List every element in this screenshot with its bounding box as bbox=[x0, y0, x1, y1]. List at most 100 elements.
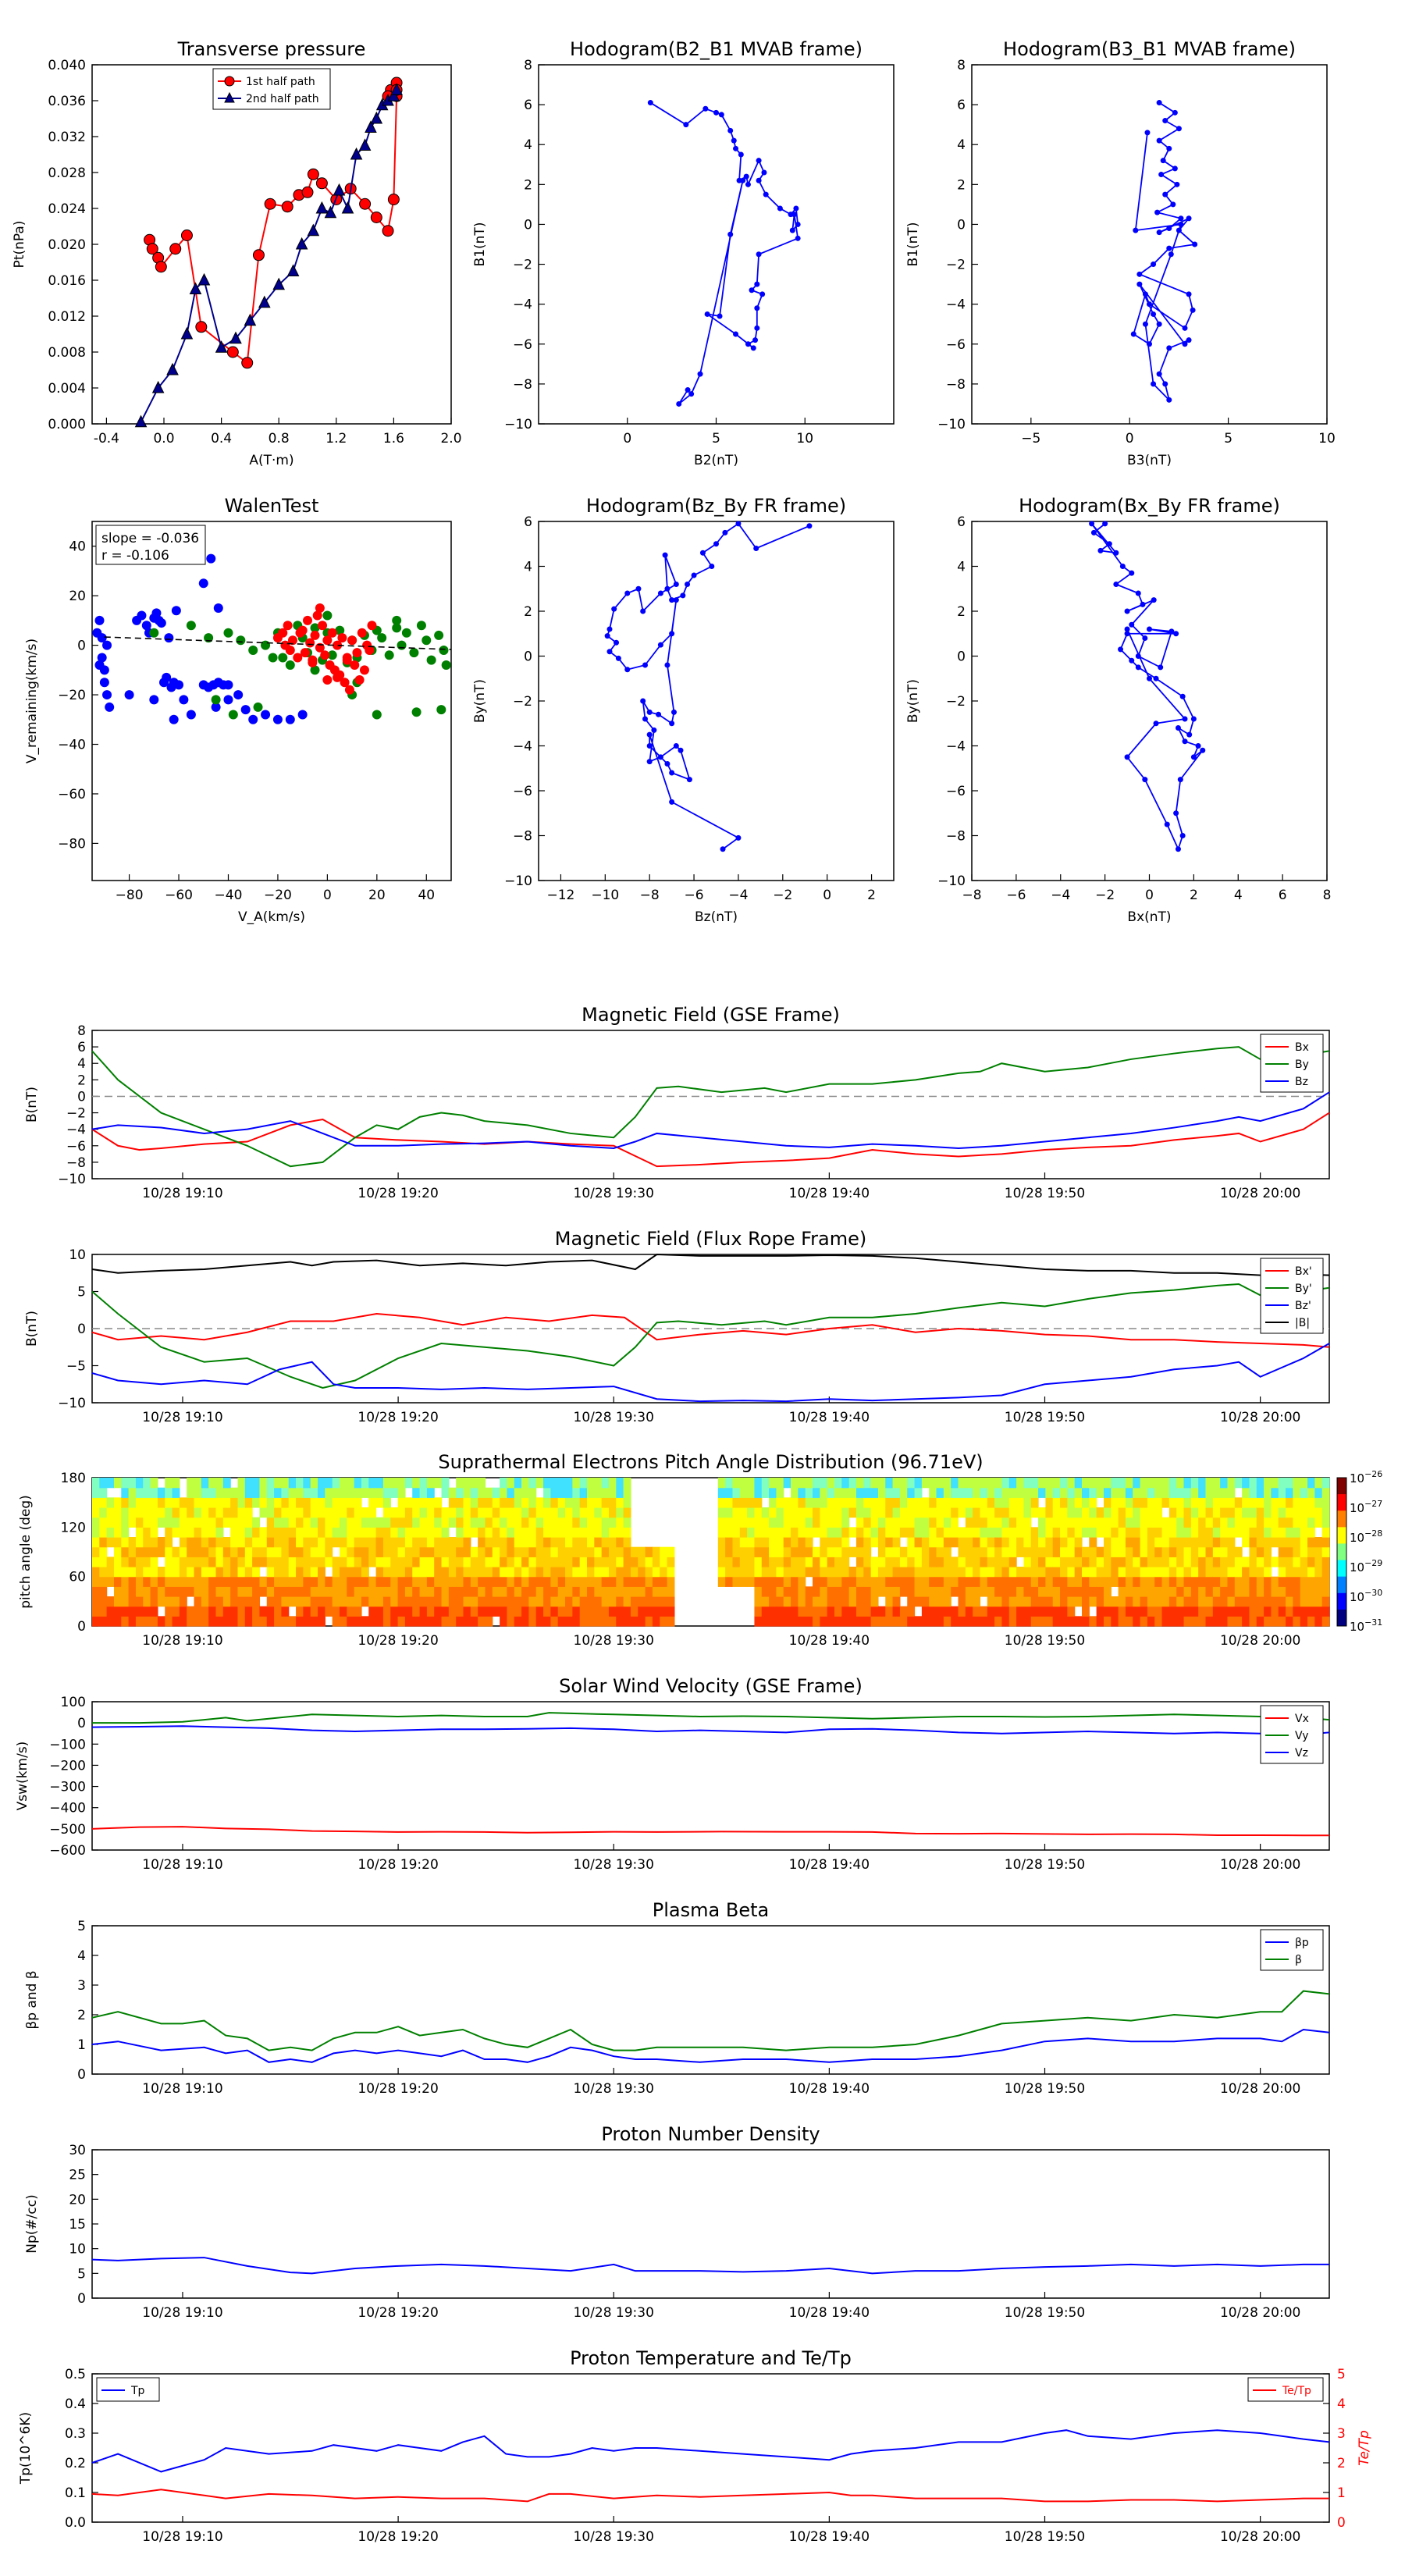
vsw-ytick-label: −300 bbox=[49, 1780, 86, 1795]
h3-point bbox=[642, 662, 648, 668]
walen-point bbox=[149, 628, 159, 638]
walen-xtick-label: −20 bbox=[264, 888, 292, 903]
walen-point bbox=[352, 648, 362, 658]
h3-point bbox=[662, 552, 668, 558]
pt-ytick-label: 0.000 bbox=[48, 417, 86, 432]
bgse-ytick-label: 0 bbox=[77, 1089, 86, 1105]
tp-legend: Te/Tp bbox=[1247, 2377, 1324, 2402]
h4-point bbox=[1164, 821, 1170, 827]
h4-point bbox=[1097, 547, 1104, 553]
pt-point bbox=[272, 277, 286, 290]
np-ytick-label: 0 bbox=[77, 2291, 86, 2307]
h2-point bbox=[1156, 137, 1162, 144]
h1-ytick-label: −2 bbox=[513, 258, 532, 273]
tp-series-line bbox=[91, 2429, 1330, 2473]
walen-point bbox=[268, 653, 278, 663]
h3-point bbox=[685, 582, 691, 587]
h2-point bbox=[1166, 397, 1172, 403]
h1-point bbox=[763, 191, 769, 197]
h2-ytick-label: −2 bbox=[946, 258, 966, 273]
walen-panel: WalenTest −80 −60 −40 −20 0 20 40 −80 −60 −40 −20 0 2… bbox=[24, 495, 452, 925]
h1-point bbox=[789, 227, 795, 233]
h3-point bbox=[646, 731, 653, 738]
np-xtick-label: 10/28 19:30 bbox=[574, 2305, 654, 2321]
h1-point bbox=[718, 112, 724, 118]
bgse-ytick-label: 6 bbox=[77, 1040, 86, 1055]
bfr-legend-label: Bx' bbox=[1295, 1265, 1312, 1278]
h4-frame bbox=[971, 521, 1328, 881]
h4-point bbox=[1118, 646, 1124, 653]
bgse-ylabel: B(nT) bbox=[24, 1087, 40, 1123]
h1-point bbox=[756, 158, 762, 164]
walen-point bbox=[137, 610, 147, 621]
h2-point bbox=[1147, 301, 1152, 308]
h2-point bbox=[1186, 291, 1192, 297]
h1-point bbox=[727, 127, 734, 133]
beta-xtick-label: 10/28 19:30 bbox=[574, 2081, 654, 2097]
h2-point bbox=[1156, 321, 1162, 327]
walen-point bbox=[213, 603, 223, 614]
np-xtick-label: 10/28 19:50 bbox=[1005, 2305, 1085, 2321]
h4-xtick-label: 8 bbox=[1323, 888, 1332, 903]
pt-point bbox=[370, 212, 382, 223]
h2-point bbox=[1170, 201, 1176, 208]
walen-point bbox=[149, 695, 159, 705]
h2-point bbox=[1151, 381, 1157, 387]
h2-point bbox=[1172, 109, 1178, 116]
h2-ytick-label: 8 bbox=[957, 58, 966, 73]
np-ytick-label: 15 bbox=[69, 2217, 86, 2233]
pt-legend-label: 2nd half path bbox=[246, 93, 319, 105]
bgse-ytick-label: 2 bbox=[77, 1073, 86, 1088]
pt-point bbox=[197, 272, 211, 286]
vsw-frame bbox=[91, 1701, 1330, 1851]
h4-xtick-label: 2 bbox=[1190, 888, 1198, 903]
walen-point bbox=[303, 615, 312, 625]
walen-point bbox=[318, 621, 328, 631]
h3-point bbox=[673, 597, 679, 603]
bfr-series-line bbox=[91, 1343, 1330, 1403]
h2-point bbox=[1166, 226, 1172, 232]
bfr-ytick-label: 0 bbox=[77, 1322, 86, 1337]
pt-point bbox=[151, 380, 165, 393]
walen-point bbox=[278, 628, 288, 638]
h4-point bbox=[1124, 608, 1130, 614]
tp-legend: Tp bbox=[96, 2377, 160, 2402]
h2-point bbox=[1156, 229, 1162, 236]
h3-point bbox=[722, 529, 728, 535]
walen-point bbox=[320, 650, 330, 660]
h1-title: Hodogram(B2_B1 MVAB frame) bbox=[570, 38, 863, 60]
pt-title: Transverse pressure bbox=[177, 38, 366, 60]
pt-point bbox=[281, 201, 293, 213]
walen-point bbox=[198, 578, 208, 589]
pad-title: Suprathermal Electrons Pitch Angle Distr… bbox=[438, 1451, 983, 1473]
h2-xlabel: B3(nT) bbox=[1127, 453, 1172, 468]
walen-point bbox=[94, 660, 105, 670]
h4-ytick-label: −8 bbox=[946, 829, 966, 845]
vsw-ytick-label: −200 bbox=[49, 1758, 86, 1774]
h4-point bbox=[1129, 570, 1135, 576]
h1-point bbox=[697, 371, 703, 377]
walen-point bbox=[300, 648, 310, 658]
h3-point bbox=[678, 747, 684, 753]
h3-ytick-label: −4 bbox=[513, 739, 532, 755]
tp-ytick-label: 0.2 bbox=[65, 2456, 86, 2471]
pad-ytick-label: 180 bbox=[61, 1471, 86, 1486]
tp-ytick-label: 3 bbox=[1337, 2426, 1346, 2442]
bfr-legend-label: |B| bbox=[1295, 1317, 1310, 1329]
np-ylabel: Np(#/cc) bbox=[24, 2194, 40, 2253]
h2-point bbox=[1166, 145, 1172, 151]
walen-xtick-label: −40 bbox=[215, 888, 243, 903]
h2-point bbox=[1162, 191, 1168, 197]
bgse-legend: Bx By Bz bbox=[1260, 1034, 1324, 1093]
h1-ytick-label: 0 bbox=[524, 217, 532, 233]
h2-point bbox=[1182, 341, 1188, 347]
beta-ytick-label: 5 bbox=[77, 1919, 86, 1934]
h1-point bbox=[745, 341, 751, 347]
walen-point bbox=[439, 645, 449, 655]
h1-point bbox=[647, 100, 653, 106]
walen-point bbox=[327, 628, 337, 638]
walen-point bbox=[367, 621, 377, 631]
h1-ytick-label: −10 bbox=[504, 417, 532, 432]
h2-ytick-label: −6 bbox=[946, 337, 966, 353]
h2-xtick-label: −5 bbox=[1021, 431, 1040, 447]
